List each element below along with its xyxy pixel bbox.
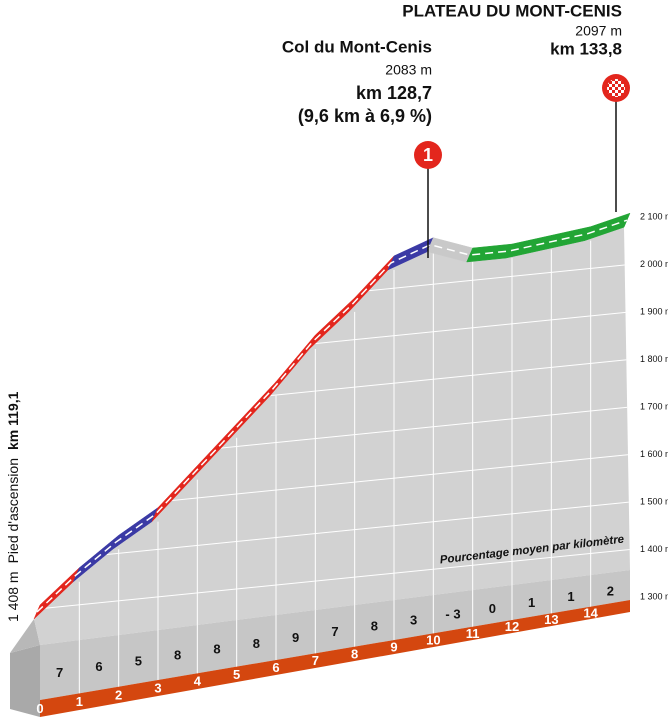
col-km: km 128,7 — [356, 83, 432, 103]
km-label: 2 — [115, 687, 122, 702]
y-tick-label: 1 600 m — [640, 449, 668, 459]
grade-label: 8 — [371, 618, 378, 633]
y-tick-label: 1 500 m — [640, 496, 668, 506]
grade-label: 7 — [56, 665, 63, 680]
grid-line — [39, 501, 630, 562]
grade-label: 1 — [567, 589, 574, 604]
grid-line — [39, 549, 630, 610]
summit-elevation: 2097 m — [575, 23, 622, 39]
dash-line — [36, 219, 628, 613]
y-tick-label: 2 100 m — [640, 211, 668, 221]
grade-label: 5 — [135, 653, 142, 668]
left-face-top — [10, 618, 40, 653]
col-name: Col du Mont-Cenis — [282, 37, 432, 56]
km-label: 6 — [272, 660, 279, 675]
start-elevation: 1 408 m — [5, 571, 21, 622]
grade-label: 7 — [331, 624, 338, 639]
grade-label: 8 — [174, 648, 181, 663]
col-marker-label: 1 — [423, 145, 433, 165]
col-marker — [414, 141, 442, 169]
y-tick-label: 1 700 m — [640, 401, 668, 411]
summit-name: PLATEAU DU MONT-CENIS — [402, 1, 622, 20]
y-tick-label: 1 900 m — [640, 306, 668, 316]
km-label: 10 — [426, 633, 440, 648]
km-label: 4 — [194, 674, 202, 689]
left-face — [10, 645, 40, 717]
km-label: 12 — [505, 619, 519, 634]
km-label: 13 — [544, 612, 558, 627]
grade-label: 8 — [213, 642, 220, 657]
km-label: 11 — [466, 626, 480, 641]
km-label: 5 — [233, 667, 240, 682]
y-tick-label: 1 800 m — [640, 354, 668, 364]
profile-area: 1 300 m1 400 m1 500 m1 600 m1 700 m1 800… — [10, 211, 668, 717]
y-tick-label: 1 300 m — [640, 591, 668, 601]
grade-segment — [584, 212, 631, 242]
start-km: km 119,1 — [5, 391, 21, 450]
km-band — [40, 600, 630, 717]
grade-label: 8 — [253, 636, 260, 651]
km-label: 7 — [312, 653, 319, 668]
summit-flag — [607, 79, 625, 97]
km-label: 1 — [76, 694, 83, 709]
km-label: 9 — [390, 639, 397, 654]
km-label: 0 — [36, 701, 43, 716]
grade-label: 9 — [292, 630, 299, 645]
col-elevation: 2083 m — [385, 62, 432, 78]
km-label: 3 — [154, 680, 161, 695]
y-tick-label: 2 000 m — [640, 259, 668, 269]
grade-label: 1 — [528, 595, 535, 610]
grade-label: 2 — [607, 583, 614, 598]
col-stats: (9,6 km à 6,9 %) — [298, 106, 432, 126]
y-tick-label: 1 400 m — [640, 544, 668, 554]
front-strip — [40, 570, 630, 700]
km-label: 14 — [583, 605, 598, 620]
grade-label: 0 — [489, 601, 496, 616]
grade-label: - 3 — [445, 607, 460, 622]
grade-label: 3 — [410, 613, 417, 628]
summit-km: km 133,8 — [550, 39, 622, 58]
start-info: 1 408 m Pied d'ascension km 119,1 — [5, 391, 21, 622]
grade-label: 6 — [95, 659, 102, 674]
km-label: 8 — [351, 646, 358, 661]
start-label: Pied d'ascension — [5, 458, 21, 563]
profile-fill — [34, 227, 630, 645]
